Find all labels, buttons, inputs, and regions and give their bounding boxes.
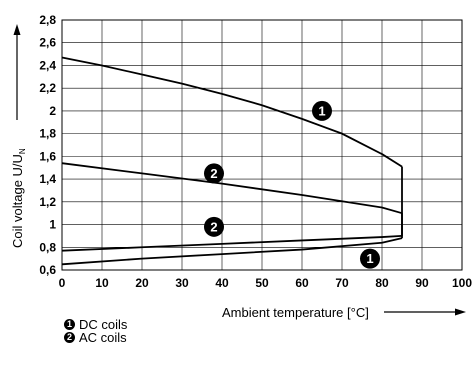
y-tick-label: 1,6 [39, 149, 56, 163]
curve-marker-label: 2 [210, 166, 217, 181]
y-tick-label: 1,4 [39, 172, 56, 186]
curve-marker-label: 1 [366, 251, 373, 266]
plot-frame [61, 19, 463, 271]
x-tick-label: 0 [59, 276, 66, 290]
x-tick-label: 80 [375, 276, 389, 290]
curve-marker-2-icon [204, 216, 224, 237]
y-tick-label: 2,6 [39, 36, 56, 50]
x-tick-label: 30 [175, 276, 189, 290]
x-tick-label: 20 [135, 276, 149, 290]
legend-label-ac: AC coils [79, 330, 127, 345]
y-tick-label: 1,2 [39, 195, 56, 209]
y-tick-label: 0,6 [39, 263, 56, 277]
x-axis-arrow-head [455, 308, 466, 316]
x-tick-label: 60 [295, 276, 309, 290]
marker-1-icon: 1 [64, 319, 75, 330]
y-tick-label: 1,8 [39, 127, 56, 141]
series-1-upper-line [61, 56, 403, 168]
y-tick-label: 2,2 [39, 81, 56, 95]
curve-marker-1-icon [312, 100, 332, 121]
legend-label-dc: DC coils [79, 317, 128, 332]
y-tick-label: 1 [49, 218, 56, 232]
x-tick-label: 10 [95, 276, 109, 290]
x-tick-label: 100 [452, 276, 472, 290]
y-tick-labels: 0,6 0,8 1 1,2 1,4 1,6 1,8 2 2,2 2,4 2,6 2,8 [39, 13, 56, 277]
legend: 1 DC coils 2 AC coils [64, 318, 127, 344]
y-tick-label: 2,4 [39, 58, 56, 72]
legend-item-dc: 1 DC coils [64, 318, 127, 331]
series-1-lower-line [61, 237, 403, 266]
curve-marker-label: 2 [210, 219, 217, 234]
y-tick-label: 2 [49, 104, 56, 118]
series-2-upper-line [61, 162, 403, 215]
x-tick-label: 90 [415, 276, 429, 290]
curve-marker-1-icon [360, 248, 380, 269]
x-axis-label: Ambient temperature [°C] [222, 305, 369, 320]
y-axis-label-subscript: N [18, 148, 27, 154]
x-tick-label: 50 [255, 276, 269, 290]
curve-marker-label: 1 [318, 103, 325, 118]
curves [61, 56, 403, 266]
x-tick-label: 70 [335, 276, 349, 290]
y-tick-label: 0,8 [39, 240, 56, 254]
y-tick-label: 2,8 [39, 13, 56, 27]
curve-markers: 1 2 2 1 [204, 100, 380, 269]
x-tick-labels: 0 10 20 30 40 50 60 70 80 90 100 [59, 276, 473, 290]
y-axis-label: Coil voltage U/UN [10, 148, 27, 248]
x-tick-label: 40 [215, 276, 229, 290]
marker-2-icon: 2 [64, 332, 75, 343]
series-2-lower-line [61, 235, 403, 252]
curve-marker-2-icon [204, 163, 224, 184]
legend-item-ac: 2 AC coils [64, 331, 127, 344]
y-axis-arrow-head [13, 24, 21, 35]
